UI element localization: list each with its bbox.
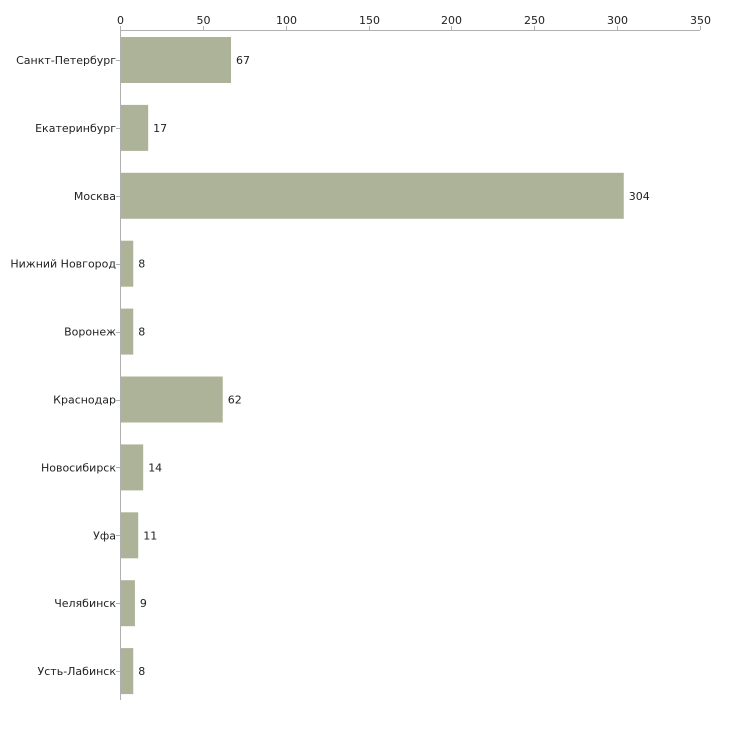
bar xyxy=(121,37,232,83)
data-label: 14 xyxy=(148,461,162,474)
data-label: 8 xyxy=(138,326,145,339)
data-label: 8 xyxy=(138,665,145,678)
chart-labels: Санкт-Петербург 67 Екатеринбург 17 Москва 304… xyxy=(10,54,649,678)
bar xyxy=(121,376,223,423)
bar xyxy=(121,512,139,559)
x-tick-label: 150 xyxy=(359,14,380,27)
data-label: 62 xyxy=(228,394,242,407)
category-label: Краснодар xyxy=(53,394,116,407)
category-label: Санкт-Петербург xyxy=(16,54,116,67)
category-label: Челябинск xyxy=(54,597,116,610)
x-tick-label: 0 xyxy=(117,14,124,27)
bar xyxy=(121,308,134,355)
data-label: 9 xyxy=(140,597,147,610)
data-label: 17 xyxy=(153,122,167,135)
x-tick-label: 200 xyxy=(441,14,462,27)
category-label: Воронеж xyxy=(64,326,116,339)
data-label: 11 xyxy=(143,529,157,542)
category-label: Екатеринбург xyxy=(35,122,116,135)
x-tick-label: 50 xyxy=(197,14,211,27)
category-label: Уфа xyxy=(93,529,116,542)
bar xyxy=(121,648,134,695)
bar xyxy=(121,580,135,627)
x-tick-label: 250 xyxy=(524,14,545,27)
category-label: Москва xyxy=(74,190,116,203)
chart-bars xyxy=(121,37,624,695)
x-axis-ticks: 0 50 100 150 200 250 300 350 xyxy=(117,14,711,30)
bar xyxy=(121,444,144,491)
data-label: 8 xyxy=(138,258,145,271)
data-label: 304 xyxy=(629,190,650,203)
bar xyxy=(121,240,134,287)
x-tick-label: 350 xyxy=(690,14,711,27)
x-tick-label: 100 xyxy=(276,14,297,27)
category-label: Нижний Новгород xyxy=(10,258,116,271)
bar xyxy=(121,104,149,151)
x-tick-label: 300 xyxy=(607,14,628,27)
chart-axes xyxy=(116,30,700,700)
bar xyxy=(121,172,624,219)
data-label: 67 xyxy=(236,54,250,67)
category-label: Новосибирск xyxy=(41,461,116,474)
category-label: Усть-Лабинск xyxy=(38,665,117,678)
